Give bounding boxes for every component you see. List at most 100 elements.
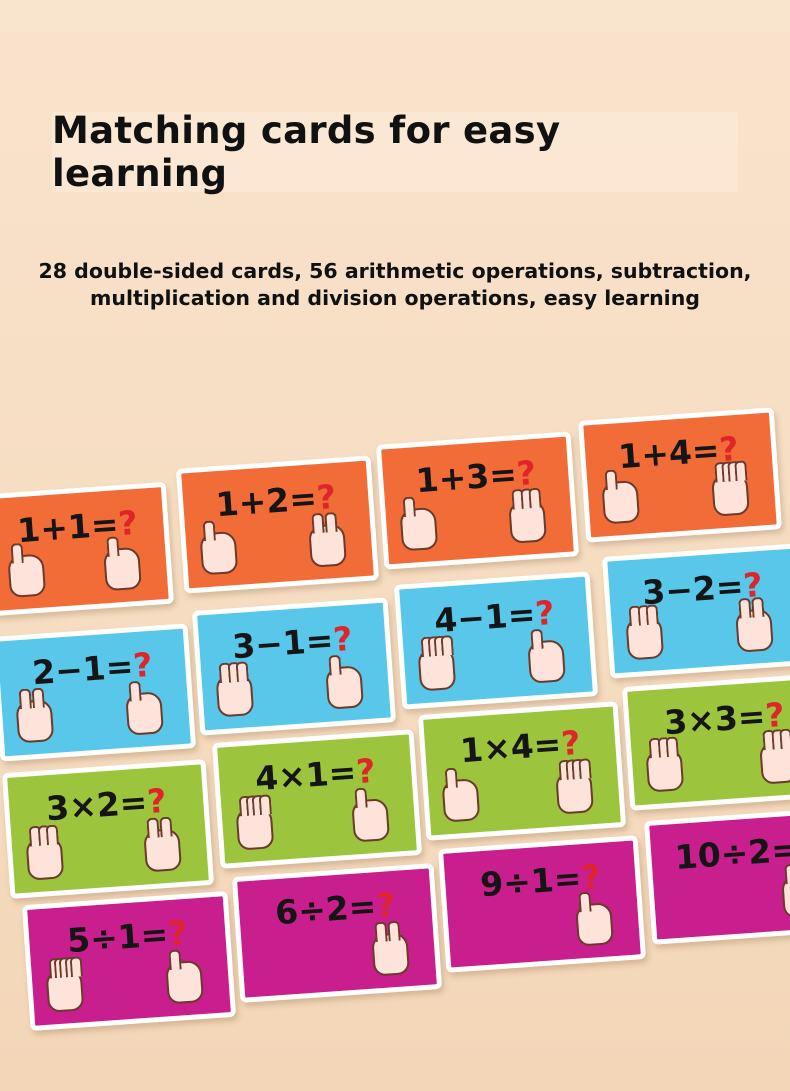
finger-icon bbox=[733, 460, 748, 482]
finger-icon bbox=[202, 520, 216, 542]
card-equation: 3−1=? bbox=[198, 617, 386, 669]
finger-icon bbox=[235, 661, 250, 682]
equation-text: 10÷2= bbox=[673, 829, 790, 878]
finger-icon bbox=[18, 688, 32, 710]
equation-text: 4−1= bbox=[432, 594, 537, 641]
finger-icon bbox=[578, 891, 592, 913]
question-mark: ? bbox=[533, 592, 556, 634]
finger-icon bbox=[354, 787, 368, 809]
question-mark: ? bbox=[374, 884, 397, 926]
equation-text: 1+4= bbox=[617, 430, 721, 477]
math-card: 4×1=? bbox=[211, 729, 423, 869]
math-card: 2−1=? bbox=[0, 623, 197, 762]
finger-icon bbox=[577, 758, 592, 780]
finger-icon bbox=[311, 512, 325, 534]
finger-icon bbox=[444, 767, 458, 789]
question-mark: ? bbox=[559, 722, 582, 764]
math-card: 10÷2=? bbox=[643, 807, 790, 945]
finger-icon bbox=[751, 596, 765, 618]
question-mark: ? bbox=[315, 476, 338, 518]
equation-text: 3×2= bbox=[44, 782, 149, 829]
equation-text: 3−1= bbox=[230, 620, 335, 667]
card-equation: 10÷2=? bbox=[650, 826, 790, 878]
equation-text: 1+1= bbox=[16, 504, 120, 551]
hand-2-fingers-icon bbox=[308, 511, 348, 568]
hand-2-fingers-icon bbox=[735, 596, 774, 653]
hand-3-fingers-icon bbox=[508, 487, 548, 544]
math-card: 3×2=? bbox=[1, 759, 215, 899]
question-mark: ? bbox=[145, 780, 168, 822]
hand-3-fingers-icon bbox=[25, 824, 65, 881]
hand-1-fingers-icon bbox=[7, 542, 47, 598]
title-band: Matching cards for easy learning bbox=[52, 109, 738, 195]
finger-icon bbox=[258, 794, 272, 816]
subtitle: 28 double-sided cards, 56 arithmetic ope… bbox=[38, 259, 752, 310]
equation-text: 5÷1= bbox=[65, 914, 170, 961]
math-card: 3−1=? bbox=[191, 597, 397, 736]
finger-icon bbox=[128, 680, 142, 702]
finger-icon bbox=[10, 542, 24, 564]
finger-icon bbox=[784, 863, 790, 885]
card-equation: 9÷1=? bbox=[444, 854, 636, 906]
finger-icon bbox=[665, 736, 680, 758]
hand-1-fingers-icon bbox=[399, 496, 439, 552]
finger-icon bbox=[402, 496, 416, 518]
finger-icon bbox=[528, 487, 542, 509]
equation-text: 1+2= bbox=[214, 478, 319, 525]
hand-2-fingers-icon bbox=[781, 863, 790, 919]
card-equation: 4−1=? bbox=[400, 591, 588, 643]
finger-icon bbox=[738, 597, 752, 619]
finger-icon bbox=[146, 817, 160, 839]
hand-1-fingers-icon bbox=[125, 680, 165, 736]
math-card: 1+4=? bbox=[577, 407, 783, 543]
finger-icon bbox=[530, 628, 544, 650]
hand-3-fingers-icon bbox=[645, 736, 685, 793]
finger-icon bbox=[45, 824, 60, 846]
math-card: 1×4=? bbox=[417, 701, 627, 841]
hand-4-fingers-icon bbox=[555, 758, 595, 815]
equation-text: 1×4= bbox=[458, 724, 563, 771]
finger-icon bbox=[168, 949, 182, 971]
finger-icon bbox=[374, 921, 388, 943]
hand-2-fingers-icon bbox=[143, 816, 183, 873]
question-mark: ? bbox=[331, 618, 354, 660]
finger-icon bbox=[387, 920, 401, 942]
card-equation: 2−1=? bbox=[0, 643, 186, 695]
finger-icon bbox=[604, 469, 618, 491]
question-mark: ? bbox=[131, 644, 154, 686]
hand-3-fingers-icon bbox=[215, 661, 255, 718]
math-card: 1+2=? bbox=[175, 455, 380, 594]
hand-1-fingers-icon bbox=[575, 891, 614, 947]
hand-5-fingers-icon bbox=[45, 956, 85, 1013]
math-card: 1+1=? bbox=[0, 481, 175, 617]
math-card: 9÷1=? bbox=[437, 835, 647, 973]
math-card: 3−2=? bbox=[601, 543, 790, 679]
hand-3-fingers-icon bbox=[625, 604, 665, 661]
math-card: 4−1=? bbox=[393, 571, 599, 710]
equation-text: 1+3= bbox=[414, 454, 519, 501]
finger-icon bbox=[106, 536, 120, 558]
math-card: 5÷1=? bbox=[21, 890, 237, 1032]
finger-icon bbox=[645, 604, 660, 625]
hand-2-fingers-icon bbox=[371, 920, 411, 977]
page-title: Matching cards for easy learning bbox=[52, 109, 561, 195]
card-equation: 1+2=? bbox=[182, 475, 369, 527]
hand-1-fingers-icon bbox=[325, 654, 365, 710]
hand-1-fingers-icon bbox=[103, 536, 142, 592]
equation-text: 2−1= bbox=[30, 646, 135, 693]
hand-3-fingers-icon bbox=[759, 728, 790, 785]
hand-1-fingers-icon bbox=[601, 469, 641, 525]
math-card: 6÷2=? bbox=[231, 863, 443, 1003]
hand-1-fingers-icon bbox=[165, 949, 205, 1005]
card-equation: 6÷2=? bbox=[238, 882, 432, 934]
question-mark: ? bbox=[166, 912, 189, 954]
finger-icon bbox=[779, 728, 790, 750]
finger-icon bbox=[31, 687, 45, 709]
hand-4-fingers-icon bbox=[235, 794, 275, 851]
math-card: 1+3=? bbox=[375, 431, 580, 570]
hand-1-fingers-icon bbox=[527, 628, 567, 684]
hand-1-fingers-icon bbox=[351, 787, 391, 843]
question-mark: ? bbox=[117, 502, 139, 544]
hand-1-fingers-icon bbox=[441, 767, 481, 823]
question-mark: ? bbox=[354, 750, 377, 792]
